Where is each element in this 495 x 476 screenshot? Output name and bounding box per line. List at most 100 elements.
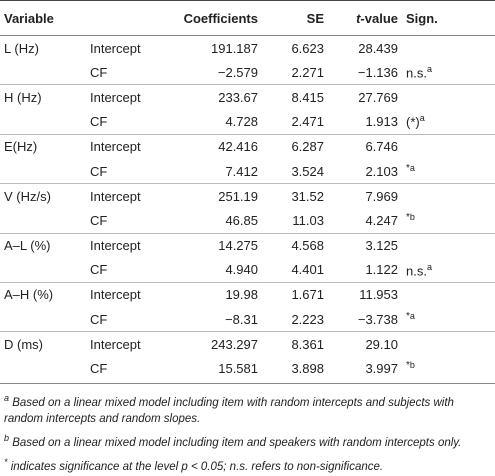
sign: n.s. <box>406 65 427 81</box>
sign-note: a <box>409 162 415 173</box>
cell: 15.581 <box>218 361 258 377</box>
table-row: E(Hz) Intercept 42.416 6.287 6.746 <box>0 133 495 159</box>
header-cell <box>86 0 174 36</box>
footnote: b Based on a linear mixed model includin… <box>4 430 491 452</box>
cell: 3.997 <box>365 361 398 377</box>
footnote-mark: b <box>4 433 10 444</box>
cell: Intercept <box>86 84 174 110</box>
footnote-text: indicates significance at the level p < … <box>10 461 384 474</box>
cell: A–L (%) <box>0 232 86 258</box>
cell: CF <box>90 212 108 228</box>
cell: CF <box>90 163 108 179</box>
cell: 27.769 <box>328 84 402 110</box>
cell: CF <box>90 262 108 278</box>
cell: CF <box>90 64 108 80</box>
header-text: -value <box>360 10 398 26</box>
cell: 6.287 <box>262 133 328 159</box>
header-cell: Sign. <box>402 0 495 36</box>
table-row: A–H (%) Intercept 19.98 1.671 11.953 <box>0 281 495 308</box>
header-cell: Variable <box>0 0 86 36</box>
cell: 3.125 <box>328 232 402 258</box>
sign-note: b <box>409 360 415 371</box>
cell: 1.122 <box>365 262 398 278</box>
cell: E(Hz) <box>0 133 86 159</box>
sign-cell <box>402 232 495 258</box>
sign-cell: (*)a <box>402 110 495 135</box>
footnote: * indicates significance at the level p … <box>4 454 491 476</box>
cell: CF <box>90 361 108 377</box>
cell <box>0 208 86 233</box>
table-row: CF 15.581 3.898 3.997 *b <box>0 356 495 380</box>
cell: 2.271 <box>291 64 324 80</box>
cell: 4.401 <box>291 262 324 278</box>
cell: 3.524 <box>291 163 324 179</box>
cell: 19.98 <box>174 281 262 308</box>
header-row: Variable Coefficients SE t-value Sign. <box>0 0 495 36</box>
cell: 2.471 <box>291 114 324 130</box>
cell <box>0 356 86 380</box>
sign-note: a <box>426 64 432 75</box>
cell: D (ms) <box>0 331 86 357</box>
cell: 243.297 <box>174 331 262 357</box>
sign-cell <box>402 133 495 159</box>
sign: n.s. <box>406 262 427 278</box>
sign-cell <box>402 84 495 110</box>
table: Variable Coefficients SE t-value Sign. L (Hz)… <box>0 0 495 380</box>
sign-note: b <box>409 212 415 223</box>
cell: 1.671 <box>262 281 328 308</box>
cell: 191.187 <box>211 40 258 56</box>
cell: H (Hz) <box>0 84 86 110</box>
cell: 31.52 <box>262 183 328 209</box>
sign-cell <box>402 331 495 357</box>
cell: −8.31 <box>225 311 258 327</box>
cell <box>0 60 86 85</box>
sign-cell <box>402 36 495 61</box>
table-row: L (Hz) Intercept 191.187 6.623 28.439 <box>0 36 495 61</box>
table-row: CF 4.728 2.471 1.913 (*)a <box>0 110 495 135</box>
table-row: CF 4.940 4.401 1.122 n.s.a <box>0 258 495 283</box>
cell: 233.67 <box>174 84 262 110</box>
table-row: CF 46.85 11.03 4.247 *b <box>0 208 495 233</box>
cell: 11.03 <box>292 212 324 228</box>
cell: 4.247 <box>365 212 398 228</box>
sign: * <box>406 212 410 224</box>
footnote-mark: a <box>4 392 10 403</box>
cell: 251.19 <box>174 183 262 209</box>
table-row: H (Hz) Intercept 233.67 8.415 27.769 <box>0 84 495 110</box>
cell: Intercept <box>86 281 174 308</box>
table-row: A–L (%) Intercept 14.275 4.568 3.125 <box>0 232 495 258</box>
cell: Intercept <box>86 183 174 209</box>
table-row: CF −2.579 2.271 −1.136 n.s.a <box>0 60 495 85</box>
cell: L (Hz) <box>4 40 39 56</box>
sign-note: a <box>409 310 415 321</box>
header-italic: t <box>356 10 361 26</box>
cell: 42.416 <box>174 133 262 159</box>
cell: 14.275 <box>174 232 262 258</box>
sign-cell: n.s.a <box>402 60 495 85</box>
cell: 6.623 <box>291 40 324 56</box>
sign-note: a <box>426 261 432 272</box>
header-cell: t-value <box>328 0 402 36</box>
table-row: CF −8.31 2.223 −3.738 *a <box>0 307 495 332</box>
cell: −2.579 <box>217 64 258 80</box>
footnote: a Based on a linear mixed model includin… <box>4 390 491 429</box>
footnote-text: Based on a linear mixed model including … <box>12 437 462 450</box>
sign-cell: *b <box>402 356 495 380</box>
cell: A–H (%) <box>0 281 86 308</box>
cell: V (Hz/s) <box>0 183 86 209</box>
cell: Intercept <box>86 133 174 159</box>
cell: 29.10 <box>328 331 402 357</box>
cell: −1.136 <box>357 64 398 80</box>
cell <box>0 110 86 135</box>
cell: 11.953 <box>328 281 402 308</box>
cell: 7.412 <box>225 163 258 179</box>
sign-note: a <box>419 113 425 124</box>
sign-cell <box>402 183 495 209</box>
cell: 6.746 <box>328 133 402 159</box>
cell: Intercept <box>86 232 174 258</box>
cell: −3.738 <box>357 311 398 327</box>
cell: CF <box>90 311 108 327</box>
cell: 1.913 <box>365 114 398 130</box>
sign-cell <box>402 281 495 308</box>
